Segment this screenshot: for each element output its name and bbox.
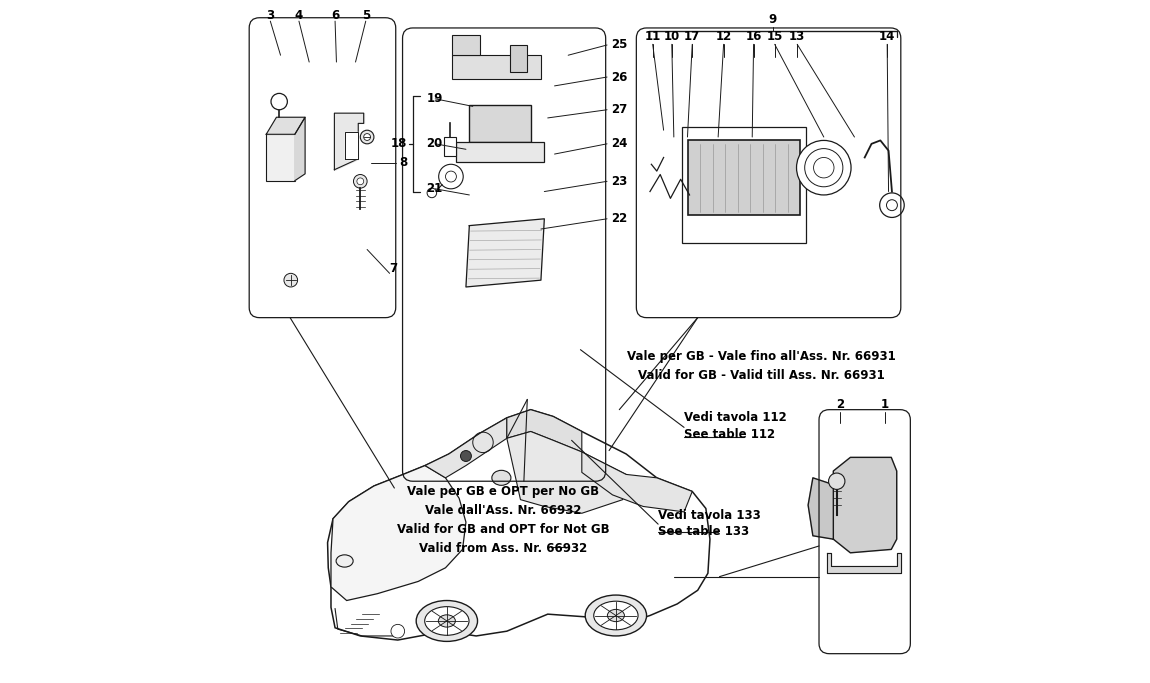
Ellipse shape xyxy=(424,607,469,635)
Text: 18: 18 xyxy=(390,137,407,150)
Text: 20: 20 xyxy=(427,137,443,150)
Text: 14: 14 xyxy=(879,29,896,42)
Bar xyxy=(469,104,530,142)
Text: 1: 1 xyxy=(881,398,889,410)
Circle shape xyxy=(460,451,471,462)
Text: Vale per GB e OPT per No GB
Vale dall'Ass. Nr. 66932
Valid for GB and OPT for No: Vale per GB e OPT per No GB Vale dall'As… xyxy=(397,485,610,555)
Text: Vale per GB - Vale fino all'Ass. Nr. 66931
Valid for GB - Valid till Ass. Nr. 66: Vale per GB - Vale fino all'Ass. Nr. 669… xyxy=(627,350,896,382)
Polygon shape xyxy=(345,132,359,159)
Circle shape xyxy=(880,193,904,217)
Text: 12: 12 xyxy=(715,29,731,42)
Text: See table 133: See table 133 xyxy=(658,525,750,538)
Text: 2: 2 xyxy=(836,398,844,410)
Circle shape xyxy=(805,149,843,186)
Text: Vedi tavola 133: Vedi tavola 133 xyxy=(658,509,761,522)
Ellipse shape xyxy=(593,601,638,630)
Text: 11: 11 xyxy=(645,29,661,42)
Text: 22: 22 xyxy=(611,212,628,225)
Circle shape xyxy=(363,134,370,141)
Text: 9: 9 xyxy=(768,13,776,26)
Bar xyxy=(444,137,457,156)
Polygon shape xyxy=(834,458,897,553)
Circle shape xyxy=(360,130,374,144)
PathPatch shape xyxy=(426,418,507,478)
Text: 21: 21 xyxy=(427,182,443,195)
Circle shape xyxy=(828,473,845,490)
Circle shape xyxy=(427,188,437,197)
Text: 8: 8 xyxy=(399,156,407,169)
Circle shape xyxy=(356,178,363,184)
Bar xyxy=(511,45,528,72)
Bar xyxy=(455,142,544,163)
Circle shape xyxy=(887,199,897,210)
PathPatch shape xyxy=(582,452,692,512)
Circle shape xyxy=(353,174,367,188)
Circle shape xyxy=(438,165,463,189)
PathPatch shape xyxy=(507,432,626,513)
Text: 6: 6 xyxy=(331,9,339,22)
PathPatch shape xyxy=(331,466,466,600)
Circle shape xyxy=(271,94,288,110)
Bar xyxy=(452,55,540,79)
Polygon shape xyxy=(335,113,363,170)
Text: 27: 27 xyxy=(611,103,628,116)
PathPatch shape xyxy=(328,410,710,640)
Text: 23: 23 xyxy=(611,175,628,188)
Circle shape xyxy=(445,171,457,182)
Polygon shape xyxy=(294,117,305,180)
Text: 26: 26 xyxy=(611,70,628,83)
Bar xyxy=(688,141,800,215)
Circle shape xyxy=(813,158,834,178)
Circle shape xyxy=(284,273,298,287)
PathPatch shape xyxy=(507,410,582,452)
Text: 19: 19 xyxy=(427,92,443,105)
Polygon shape xyxy=(466,219,544,287)
Text: 17: 17 xyxy=(684,29,700,42)
Text: See table 112: See table 112 xyxy=(684,428,775,441)
Bar xyxy=(267,135,294,180)
Text: 3: 3 xyxy=(267,9,275,22)
Circle shape xyxy=(391,624,405,638)
Text: 10: 10 xyxy=(664,29,680,42)
Ellipse shape xyxy=(585,595,646,636)
Text: 13: 13 xyxy=(789,29,805,42)
Bar xyxy=(452,35,480,55)
Text: 5: 5 xyxy=(361,9,370,22)
Text: 15: 15 xyxy=(767,29,783,42)
Polygon shape xyxy=(808,478,834,539)
Text: 16: 16 xyxy=(745,29,761,42)
Text: 4: 4 xyxy=(294,9,304,22)
Ellipse shape xyxy=(336,555,353,567)
Ellipse shape xyxy=(416,600,477,641)
Circle shape xyxy=(797,141,851,195)
Text: 25: 25 xyxy=(611,38,628,51)
Ellipse shape xyxy=(492,471,511,486)
Polygon shape xyxy=(267,117,305,135)
Bar xyxy=(682,127,806,242)
Text: Vedi tavola 112: Vedi tavola 112 xyxy=(684,411,787,424)
Text: 7: 7 xyxy=(390,262,398,275)
Ellipse shape xyxy=(438,615,455,627)
Text: 24: 24 xyxy=(611,137,628,150)
Ellipse shape xyxy=(607,609,624,622)
Polygon shape xyxy=(827,553,902,573)
